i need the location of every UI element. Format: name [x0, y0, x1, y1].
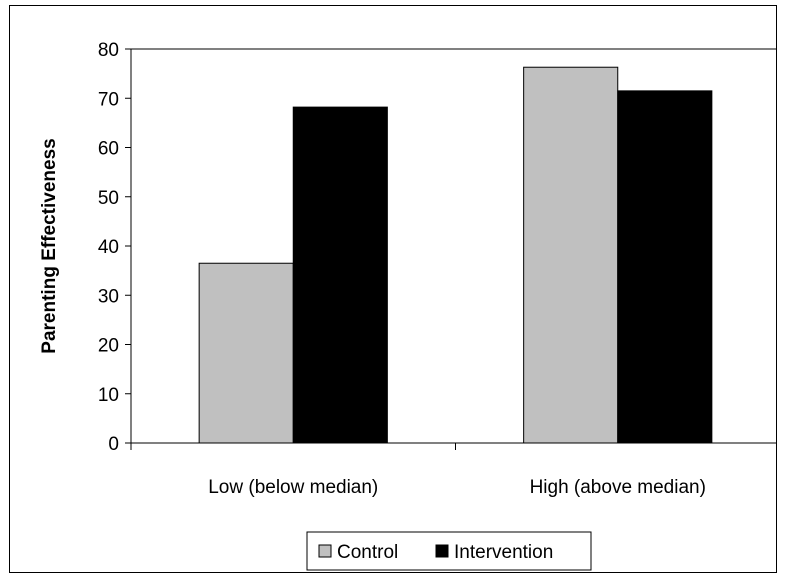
legend-label-intervention: Intervention: [454, 542, 553, 563]
y-axis: 0 10 20 30 40 50 60 70 80: [98, 40, 131, 455]
x-category-label: High (above median): [530, 477, 706, 498]
y-tick-label: 20: [98, 336, 119, 357]
bar-control-0: [198, 262, 294, 444]
bar-intervention-0: [292, 106, 388, 444]
y-tick-label: 60: [98, 139, 119, 160]
x-axis: Low (below median) High (above median): [130, 443, 706, 498]
bar-intervention-1: [617, 90, 713, 444]
legend-swatch-control: [318, 544, 332, 558]
legend-box: [306, 531, 592, 571]
legend: Control Intervention: [306, 531, 592, 571]
y-tick-label: 10: [98, 385, 119, 406]
y-tick-label: 40: [98, 237, 119, 258]
x-category-label: Low (below median): [208, 477, 378, 498]
y-tick-label: 50: [98, 188, 119, 209]
y-tick-label: 0: [108, 434, 119, 455]
y-axis-label: Parenting Effectiveness: [39, 138, 60, 353]
y-tick-label: 30: [98, 286, 119, 307]
bar-chart: 0 10 20 30 40 50 60 70 80 Low (below median) High…: [39, 40, 776, 571]
bar-control-1: [523, 66, 619, 444]
y-tick-label: 70: [98, 89, 119, 110]
chart-frame: 0 10 20 30 40 50 60 70 80 Low (below median) High…: [9, 5, 777, 573]
legend-swatch-intervention: [435, 544, 449, 558]
legend-label-control: Control: [337, 542, 398, 563]
y-tick-label: 80: [98, 40, 119, 61]
bars: [198, 66, 713, 444]
